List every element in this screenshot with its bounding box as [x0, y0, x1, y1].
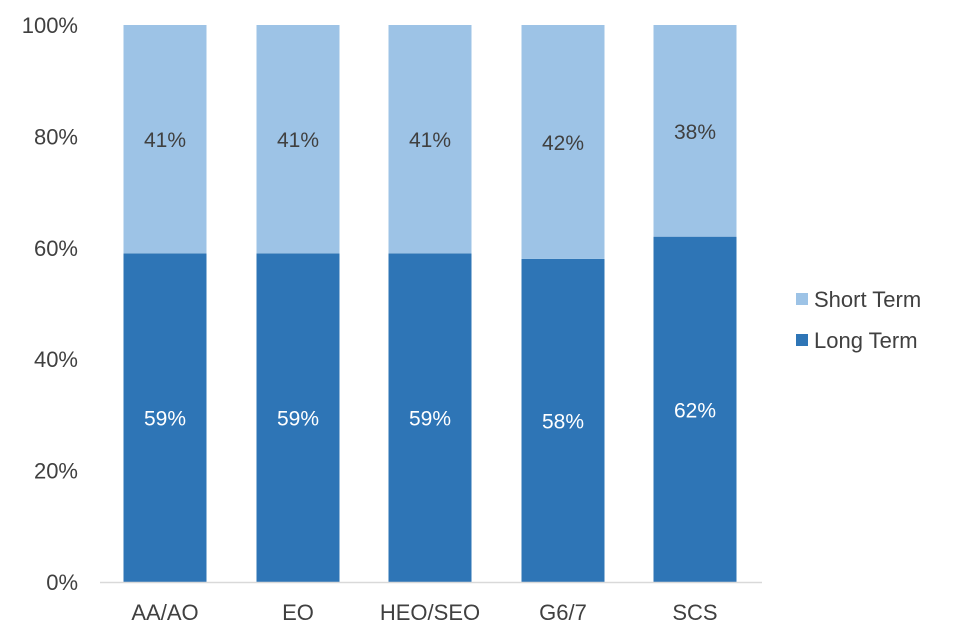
x-tick-label: SCS [672, 600, 717, 625]
bar-segment-long-term [388, 253, 472, 582]
data-label-long-term: 59% [277, 408, 319, 431]
data-label-long-term: 58% [542, 410, 584, 433]
y-tick-label: 100% [22, 13, 78, 38]
bar-segment-short-term [653, 25, 737, 237]
bar-segment-long-term [123, 253, 207, 582]
x-tick-label: HEO/SEO [380, 600, 480, 625]
data-label-long-term: 59% [144, 408, 186, 431]
bar-segment-short-term [388, 25, 472, 254]
data-label-short-term: 42% [542, 132, 584, 155]
y-tick-label: 60% [34, 236, 78, 261]
y-tick-label: 0% [46, 570, 78, 595]
data-label-short-term: 41% [277, 129, 319, 152]
bar-segment-short-term [123, 25, 207, 254]
bar-segment-long-term [256, 253, 340, 582]
legend-label: Short Term [814, 287, 921, 312]
legend-label: Long Term [814, 328, 918, 353]
data-label-long-term: 62% [674, 399, 716, 422]
bar-segment-long-term [521, 258, 605, 582]
bar-segment-short-term [256, 25, 340, 254]
data-label-short-term: 41% [144, 129, 186, 152]
bar-segment-short-term [521, 25, 605, 259]
y-tick-label: 80% [34, 124, 78, 149]
x-tick-label: EO [282, 600, 314, 625]
y-tick-label: 40% [34, 347, 78, 372]
legend-swatch [796, 293, 808, 305]
data-label-long-term: 59% [409, 408, 451, 431]
x-tick-label: AA/AO [131, 600, 198, 625]
data-label-short-term: 41% [409, 129, 451, 152]
bar-segment-long-term [653, 236, 737, 582]
x-tick-label: G6/7 [539, 600, 587, 625]
data-label-short-term: 38% [674, 121, 716, 144]
legend-swatch [796, 334, 808, 346]
y-tick-label: 20% [34, 459, 78, 484]
